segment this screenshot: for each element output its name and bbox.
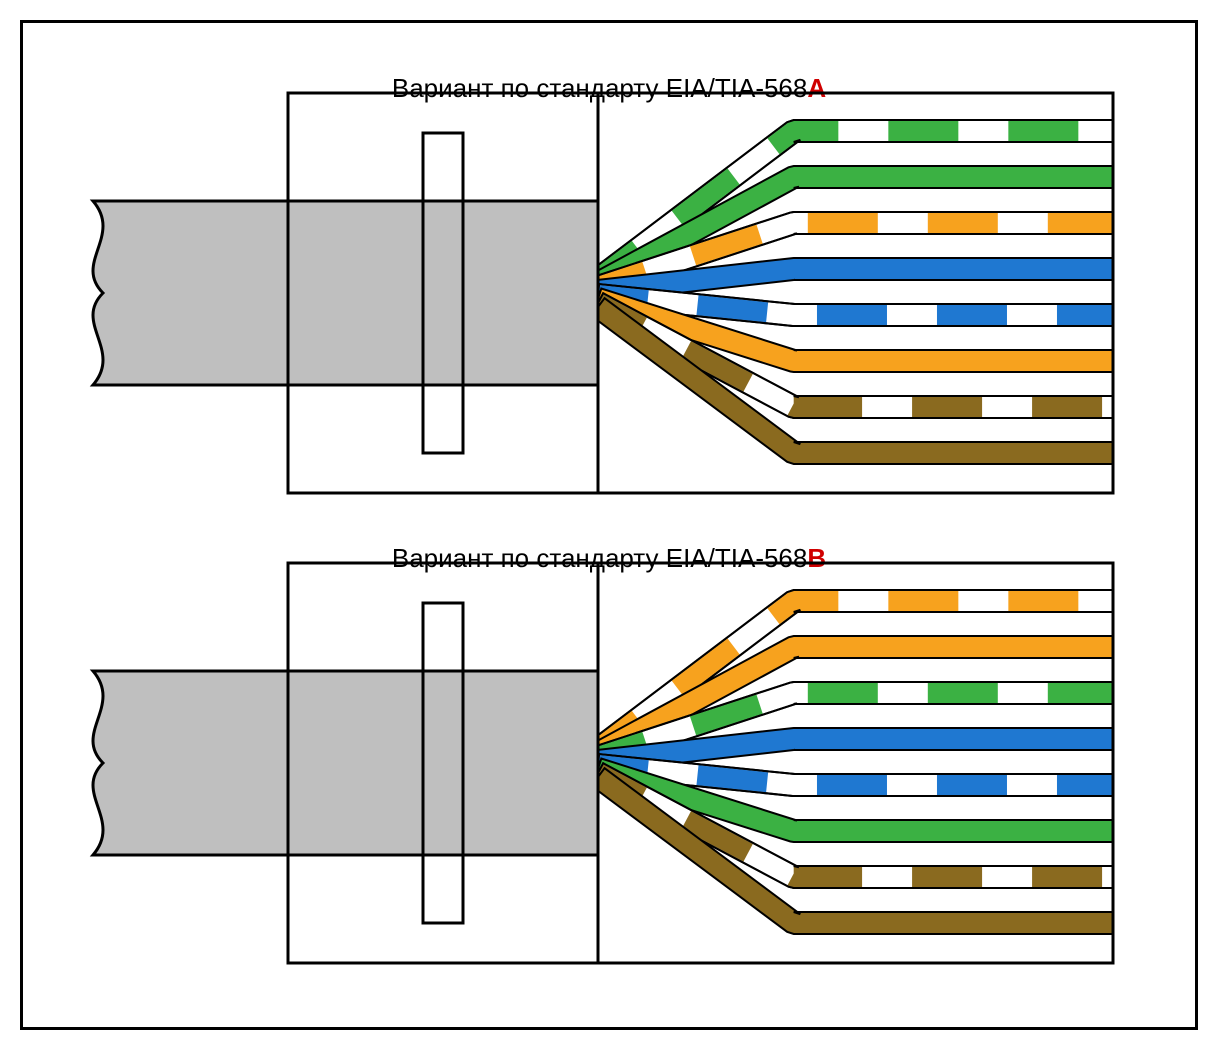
container: Вариант по стандарту EIA/TIA-568A Вариан… (0, 0, 1218, 1050)
outer-frame: Вариант по стандарту EIA/TIA-568A Вариан… (20, 20, 1198, 1030)
diagram-svg (23, 23, 1201, 1033)
